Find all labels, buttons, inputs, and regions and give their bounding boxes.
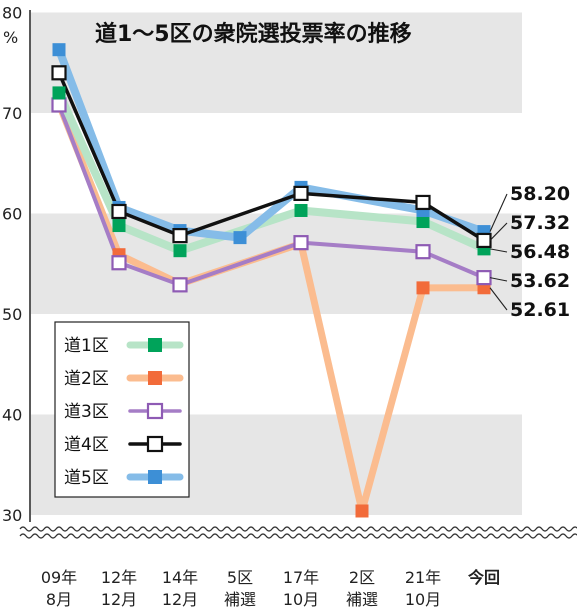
- y-tick-label: 50: [2, 305, 22, 324]
- series-4-point: [111, 203, 127, 220]
- axis-break-symbol: [18, 526, 577, 539]
- legend-swatch-marker: [148, 338, 162, 352]
- series-2-point: [416, 281, 430, 295]
- y-tick-labels: 30 40 50 60 70 80: [2, 4, 22, 526]
- legend-swatch-marker: [146, 435, 164, 453]
- end-value-labels: 58.20 57.32 56.48 53.62 52.61: [489, 183, 570, 321]
- series-5-point: [233, 231, 247, 245]
- series-markers: [51, 43, 492, 518]
- series-4-point: [415, 194, 431, 211]
- end-value-label: 56.48: [510, 241, 570, 263]
- legend-swatch-marker: [146, 402, 164, 420]
- series-3-point: [415, 244, 431, 260]
- x-tick-label: 5区: [227, 568, 253, 587]
- legend-label: 道4区: [64, 435, 109, 455]
- legend-label: 道5区: [64, 468, 109, 488]
- x-tick-label: 12年: [101, 568, 137, 587]
- end-label-leader: [489, 287, 508, 311]
- grid-band: [31, 12, 522, 113]
- series-1-point: [112, 219, 126, 233]
- legend-label: 道3区: [64, 402, 109, 422]
- series-line-4: [57, 71, 486, 243]
- series-5-point: [52, 43, 66, 57]
- x-tick-label-line2: 12月: [162, 590, 198, 609]
- series-3-point: [476, 270, 492, 286]
- x-tick-label-line2: 10月: [283, 590, 319, 609]
- x-tick-label-line2: 補選: [224, 590, 256, 609]
- x-tick-label: 17年: [283, 568, 319, 587]
- x-tick-label: 21年: [405, 568, 441, 587]
- axis-break-line: [19, 533, 577, 539]
- end-label-leader: [489, 248, 508, 253]
- series-3-point: [51, 97, 67, 113]
- series-1-point: [52, 86, 66, 100]
- x-tick-label-line2: 8月: [46, 590, 72, 609]
- x-tick-label-line2: 補選: [346, 590, 378, 609]
- series-1-point: [416, 215, 430, 229]
- x-tick-label-line2: 10月: [405, 590, 441, 609]
- x-tick-label: 2区: [349, 568, 375, 587]
- legend-swatch-marker: [148, 470, 162, 484]
- chart-title: 道1～5区の衆院選投票率の推移: [95, 21, 412, 47]
- x-tick-label: 14年: [162, 568, 198, 587]
- y-tick-label: 30: [2, 506, 22, 525]
- series-4-point: [172, 228, 188, 244]
- y-axis-unit-label: %: [3, 28, 18, 47]
- y-tick-label: 70: [2, 104, 22, 123]
- legend-label: 道2区: [64, 369, 109, 389]
- series-1-point: [294, 203, 308, 217]
- series-4-point: [476, 232, 492, 249]
- series-2-point: [355, 504, 369, 518]
- series-line-3: [57, 103, 486, 287]
- series-4-point: [51, 65, 67, 81]
- series-line-1: [55, 88, 488, 255]
- axis-break-line: [19, 526, 577, 532]
- y-tick-label: 60: [2, 205, 22, 224]
- y-tick-label: 80: [2, 4, 22, 23]
- end-value-label: 58.20: [510, 183, 570, 205]
- legend-label: 道1区: [64, 336, 109, 356]
- series-1-point: [173, 244, 187, 258]
- end-value-label: 52.61: [510, 299, 570, 321]
- series-3-point: [172, 277, 188, 293]
- series-3-point: [293, 235, 309, 251]
- end-label-leader: [489, 277, 508, 282]
- y-tick-label: 40: [2, 406, 22, 425]
- end-label-leader: [489, 193, 508, 232]
- x-tick-label-line2: 12月: [101, 590, 137, 609]
- x-tick-label: 今回: [467, 568, 500, 587]
- end-value-label: 57.32: [510, 212, 570, 234]
- legend-swatch-marker: [148, 371, 162, 385]
- x-tick-label: 09年: [41, 568, 77, 587]
- series-4-point: [293, 185, 309, 201]
- end-label-leader: [489, 222, 508, 241]
- end-value-label: 53.62: [510, 270, 570, 292]
- series-3-point: [111, 255, 127, 271]
